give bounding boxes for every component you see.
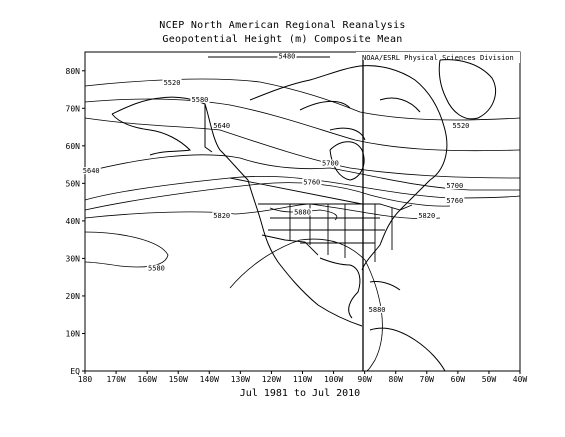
time-range-caption: Jul 1981 to Jul 2010	[239, 388, 361, 399]
lat-tick-label: 80N	[66, 67, 81, 76]
contour-label-bg	[190, 95, 210, 103]
contour-label-bg	[292, 208, 313, 216]
greenland-outline	[438, 59, 496, 120]
gulf-of-mexico-coast	[319, 257, 361, 319]
lat-tick-label: 30N	[66, 254, 81, 263]
contour-label: 5640	[83, 167, 100, 175]
lat-tick-label: 10N	[66, 329, 81, 338]
lon-tick-label: 180	[78, 375, 93, 384]
us-canada-border	[258, 203, 413, 211]
contour-label-bg	[81, 167, 101, 175]
contour-labels: 5480 5520 5580 5640 5640 5700 5760 5820 5880 5580…	[81, 52, 471, 314]
lon-tick-label: 60W	[451, 375, 466, 384]
state-borders	[229, 177, 413, 262]
alaska-border	[204, 104, 213, 153]
contour-label: 5700	[322, 160, 339, 168]
lat-tick-label: 50N	[66, 179, 81, 188]
contour-line	[84, 203, 441, 220]
contour-label-bg	[212, 212, 232, 220]
contour-label-bg	[417, 212, 437, 220]
credit-text: NOAA/ESRL Physical Sciences Division	[362, 54, 514, 62]
contour-line	[84, 182, 451, 211]
lon-tick-label: 160W	[138, 375, 157, 384]
lon-tick-label: 50W	[482, 375, 497, 384]
lon-tick-label: 110W	[293, 375, 312, 384]
contour-label: 5880	[294, 208, 311, 216]
contour-label: 5880	[369, 306, 386, 314]
contour-label: 5580	[192, 96, 209, 104]
longitude-axis: 180 170W 160W 150W 140W 130W 120W 110W 100W 90W 80…	[78, 371, 528, 384]
south-america-outline	[369, 327, 446, 372]
credit-box: NOAA/ESRL Physical Sciences Division	[356, 52, 520, 63]
contour-label: 5820	[213, 212, 230, 220]
latitude-axis: EQ 10N 20N 30N 40N 50N 60N 70N 80N	[66, 67, 85, 376]
contour-line	[269, 207, 338, 221]
contour-label: 5480	[279, 53, 296, 61]
lat-tick-label: EQ	[70, 367, 80, 376]
canada-arctic-outline	[249, 65, 446, 141]
lon-tick-label: 120W	[262, 375, 281, 384]
contour-line	[229, 238, 383, 372]
hudson-bay-outline	[329, 141, 365, 181]
lon-tick-label: 150W	[169, 375, 188, 384]
contour-label-bg	[162, 78, 182, 86]
contour-label-bg	[146, 264, 167, 272]
contour-label: 5760	[446, 197, 463, 205]
lat-tick-label: 40N	[66, 217, 81, 226]
contour-label-bg	[320, 159, 341, 167]
lon-tick-label: 80W	[388, 375, 403, 384]
contour-line	[84, 175, 521, 201]
lon-tick-label: 40W	[513, 375, 528, 384]
contour-label: 5520	[453, 122, 470, 130]
map-subtitle: Geopotential Height (m) Composite Mean	[162, 34, 403, 45]
cuba-outline	[369, 281, 401, 291]
contour-label: 5820	[418, 212, 435, 220]
contour-label: 5580	[148, 265, 165, 273]
lat-tick-label: 20N	[66, 292, 81, 301]
lat-tick-label: 70N	[66, 104, 81, 113]
us-mexico-border	[261, 234, 319, 256]
contour-label-bg	[302, 178, 322, 186]
lon-tick-label: 90W	[357, 375, 372, 384]
contour-label-bg	[367, 305, 387, 313]
province-border-line	[229, 177, 363, 205]
alaska-outline	[111, 96, 249, 181]
lat-tick-label: 60N	[66, 142, 81, 151]
contour-label-bg	[277, 52, 297, 60]
contour-line	[84, 231, 169, 268]
contour-label: 5760	[303, 178, 320, 186]
north-america-west-coast	[247, 179, 363, 327]
contour-label-bg	[445, 197, 465, 205]
lon-tick-label: 70W	[420, 375, 435, 384]
contour-label: 5520	[164, 79, 181, 87]
contour-label: 5700	[446, 182, 463, 190]
contour-label-bg	[212, 122, 232, 130]
lon-tick-label: 130W	[231, 375, 250, 384]
contour-label: 5640	[213, 122, 230, 130]
map-title: NCEP North American Regional Reanalysis	[159, 20, 406, 31]
contour-label-bg	[445, 182, 465, 190]
contour-line	[84, 154, 520, 191]
lon-tick-label: 170W	[106, 375, 125, 384]
lon-tick-label: 140W	[200, 375, 219, 384]
contour-label-bg	[451, 122, 471, 130]
lon-tick-label: 100W	[324, 375, 343, 384]
